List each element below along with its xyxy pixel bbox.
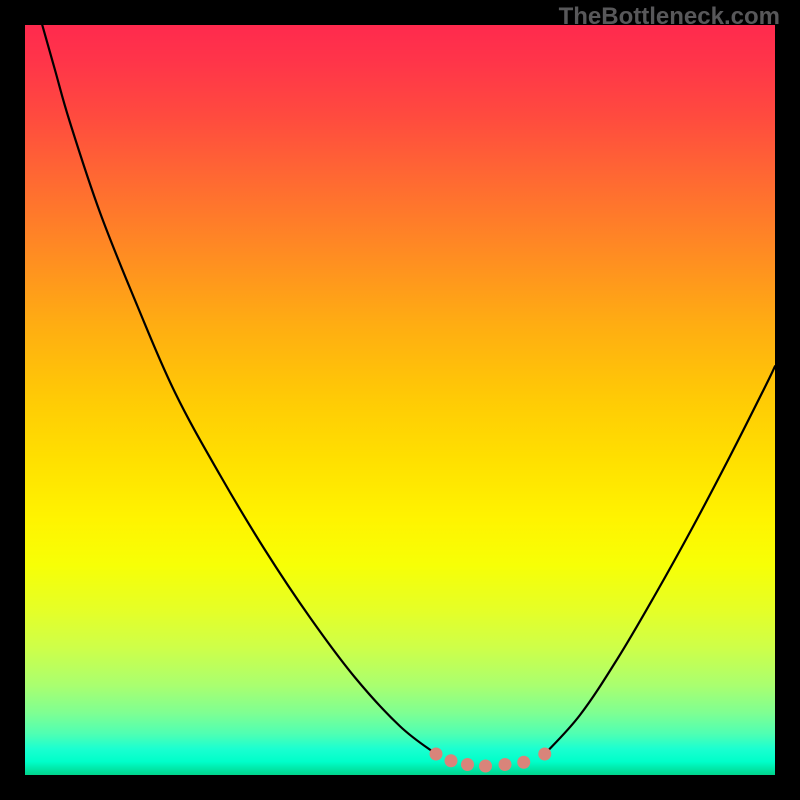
curve-ascending-line [545, 366, 775, 754]
plot-area [25, 25, 775, 775]
watermark-text: TheBottleneck.com [559, 3, 780, 31]
marker-dot [430, 748, 443, 761]
marker-dot [517, 756, 530, 769]
curve-layer [25, 25, 775, 775]
marker-dot [499, 758, 512, 771]
curve-descending-line [42, 25, 436, 754]
marker-dot [445, 754, 458, 767]
marker-dot [479, 760, 492, 773]
marker-dot [461, 758, 474, 771]
chart-container: TheBottleneck.com [0, 0, 800, 800]
marker-dot [538, 748, 551, 761]
bottom-markers [430, 748, 552, 773]
